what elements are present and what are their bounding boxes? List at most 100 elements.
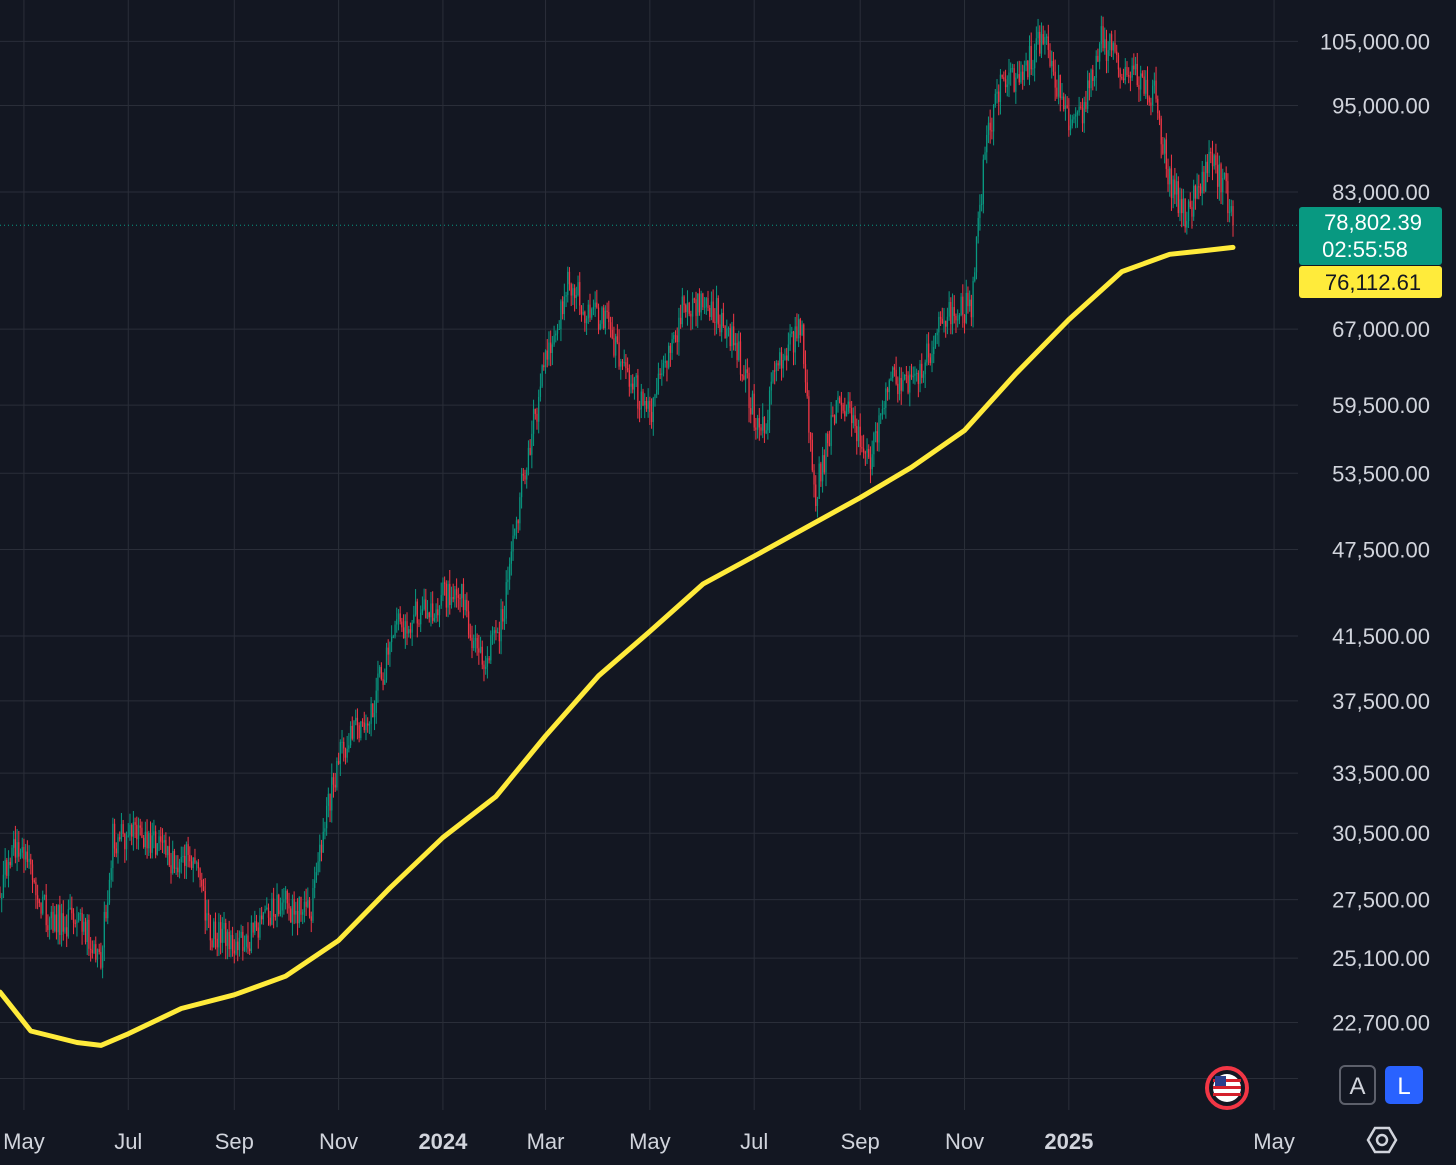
candle-body [38, 899, 40, 904]
candle-body [803, 324, 805, 365]
candle-body [608, 311, 610, 323]
candle-body [674, 335, 677, 337]
candle-body [96, 949, 99, 960]
candle-body [782, 359, 784, 369]
candle-body [1015, 77, 1017, 92]
candle-body [955, 315, 957, 321]
candle-body [635, 375, 637, 378]
candle-body [177, 867, 179, 873]
candle-body [633, 377, 636, 390]
candle-body [986, 134, 988, 153]
candle-body [999, 74, 1002, 102]
candle-body [989, 122, 991, 131]
auto-scale-button[interactable]: A [1339, 1065, 1376, 1105]
candle-body [924, 362, 926, 375]
candle-body [833, 415, 836, 424]
candle-body [1039, 31, 1041, 54]
candle-body [1027, 60, 1029, 78]
log-scale-button[interactable]: L [1385, 1066, 1423, 1104]
candle-body [139, 825, 141, 828]
candle-body [799, 319, 801, 336]
candle-body [921, 363, 923, 378]
candle-body [478, 648, 480, 653]
candle-body [447, 583, 449, 608]
candle-body [1158, 113, 1161, 119]
candle-body [736, 342, 738, 361]
candle-body [303, 901, 306, 913]
candle-body [184, 856, 186, 866]
candle-body [30, 858, 32, 865]
candle-body [880, 414, 882, 416]
candle-body [895, 369, 897, 384]
candle-body [705, 298, 707, 307]
candle-body [286, 890, 288, 904]
candle-body [950, 302, 952, 325]
candle-body [823, 455, 825, 473]
candle-body [615, 336, 617, 356]
candle-body [668, 345, 670, 368]
candle-body [946, 316, 949, 327]
candle-body [777, 363, 779, 366]
candle-body [886, 388, 889, 393]
candle-body [396, 619, 398, 625]
candle-body [558, 328, 560, 330]
candle-body [1198, 186, 1200, 188]
candle-body [474, 637, 477, 641]
y-tick-label: 67,000.00 [1332, 317, 1430, 342]
candle-body [594, 302, 596, 308]
candle-body [264, 908, 266, 913]
candle-body [497, 632, 499, 634]
candle-body [435, 609, 437, 619]
price-axis[interactable]: 105,000.00 95,000.00 83,000.00 67,000.00 59,… [1320, 29, 1430, 1035]
candle-body [317, 861, 319, 873]
candle-body [731, 326, 733, 347]
candle-body [1028, 45, 1031, 78]
candle-body [373, 712, 376, 718]
us-flag-icon[interactable] [1205, 1066, 1249, 1110]
candle-body [175, 867, 177, 869]
candle-body [1033, 50, 1036, 69]
candle-body [399, 613, 401, 622]
candle-body [461, 583, 463, 599]
candle-body [543, 365, 545, 368]
candle-body [1066, 105, 1068, 109]
candle-body [449, 583, 451, 606]
candle-body [86, 919, 88, 943]
candle-body [541, 365, 543, 387]
candle-body [681, 296, 683, 325]
candle-body [331, 777, 333, 811]
candle-body [945, 320, 947, 327]
candle-body [1128, 75, 1130, 77]
candle-body [168, 846, 170, 866]
candle-body [131, 824, 133, 837]
x-tick-label: Nov [319, 1129, 358, 1154]
candle-body [685, 305, 687, 313]
candle-body [1174, 179, 1176, 195]
candle-body [64, 927, 66, 932]
candle-body [1044, 37, 1046, 44]
candle-body [148, 832, 150, 849]
candle-body [1112, 42, 1114, 51]
gear-icon[interactable] [1366, 1126, 1398, 1154]
candle-body [1220, 164, 1222, 193]
time-axis[interactable]: May Jul Sep Nov 2024 Mar May Jul Sep Nov 2025 May [3, 1129, 1295, 1154]
candle-body [998, 91, 1000, 102]
candle-body [1216, 165, 1219, 187]
candle-body [984, 152, 986, 160]
candle-body [710, 301, 713, 317]
candle-body [982, 159, 984, 204]
candle-body [1102, 26, 1104, 49]
candle-body [493, 630, 495, 634]
candle-body [182, 856, 184, 858]
x-tick-label: May [3, 1129, 45, 1154]
vertical-gridlines [23, 0, 1275, 1110]
candle-body [621, 361, 624, 363]
y-tick-label: 30,500.00 [1332, 821, 1430, 846]
candle-body [657, 373, 660, 390]
candle-body [187, 844, 189, 856]
candle-body [1088, 80, 1091, 89]
candle-body [676, 335, 678, 343]
candle-body [490, 635, 492, 661]
candle-body [767, 419, 769, 431]
